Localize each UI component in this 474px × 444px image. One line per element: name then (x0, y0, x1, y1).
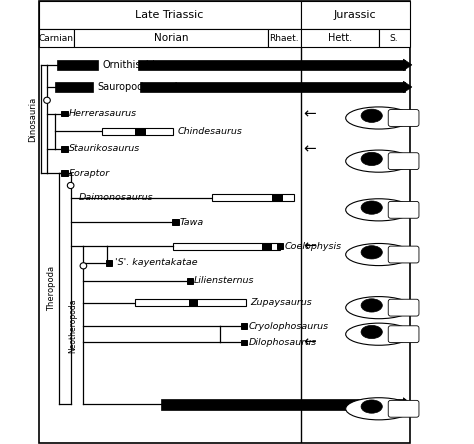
Bar (277, 243, 283, 249)
Bar (161, 399, 405, 410)
Ellipse shape (346, 297, 412, 319)
Bar (241, 340, 247, 345)
Ellipse shape (361, 299, 383, 312)
Bar (138, 60, 405, 70)
Bar (38, 1, 410, 443)
Circle shape (44, 97, 50, 103)
Ellipse shape (361, 109, 383, 123)
Bar (379, 29, 410, 47)
Bar (62, 146, 68, 152)
Bar (187, 278, 193, 284)
Text: Tawa: Tawa (180, 218, 204, 226)
Ellipse shape (346, 243, 412, 266)
Text: Late Triassic: Late Triassic (136, 10, 204, 20)
Ellipse shape (361, 325, 383, 339)
Bar (140, 82, 405, 92)
Text: Zupaysaurus: Zupaysaurus (250, 298, 312, 307)
Text: Dinosauria: Dinosauria (28, 96, 37, 142)
Text: Dilophosaurus: Dilophosaurus (248, 338, 317, 347)
Ellipse shape (346, 398, 412, 420)
Text: Rhaet.: Rhaet. (269, 34, 299, 43)
Text: Sauropodomorpha: Sauropodomorpha (98, 82, 188, 92)
Bar (268, 29, 301, 47)
Bar (212, 194, 294, 201)
Text: ←: ← (303, 106, 316, 121)
Text: Carnian: Carnian (39, 34, 74, 43)
FancyBboxPatch shape (388, 153, 419, 170)
Text: Theropoda: Theropoda (47, 266, 56, 311)
Bar (38, 29, 74, 47)
Text: Coelophysis: Coelophysis (284, 242, 341, 251)
Text: Liliensternus: Liliensternus (194, 276, 255, 285)
Bar (173, 219, 179, 225)
Bar (62, 170, 68, 176)
FancyBboxPatch shape (388, 246, 419, 263)
Text: Ornithischia: Ornithischia (102, 60, 161, 70)
Text: S.: S. (390, 34, 399, 43)
Text: ←: ← (303, 335, 316, 350)
Bar (57, 60, 98, 70)
Text: Chindesaurus: Chindesaurus (178, 127, 243, 136)
Circle shape (80, 263, 87, 269)
Bar (62, 111, 68, 116)
Text: Hett.: Hett. (328, 33, 352, 44)
Bar (102, 128, 173, 135)
Ellipse shape (346, 323, 412, 345)
Text: ←: ← (303, 142, 316, 156)
Bar (38, 1, 301, 29)
Ellipse shape (361, 400, 383, 413)
Text: Daimonosaurus: Daimonosaurus (79, 193, 154, 202)
Text: Jurassic: Jurassic (334, 10, 376, 20)
Ellipse shape (361, 246, 383, 259)
Bar (106, 260, 112, 266)
Text: Staurikosaurus: Staurikosaurus (69, 144, 140, 154)
Bar (241, 323, 247, 329)
Ellipse shape (346, 199, 412, 221)
Text: Cryolophosaurus: Cryolophosaurus (248, 321, 328, 330)
FancyBboxPatch shape (388, 326, 419, 343)
Polygon shape (403, 59, 412, 71)
FancyBboxPatch shape (388, 110, 419, 127)
Text: 'S'. kayentakatae: 'S'. kayentakatae (115, 258, 197, 267)
Bar (173, 243, 280, 250)
Bar (136, 299, 246, 306)
Circle shape (67, 182, 74, 189)
Polygon shape (403, 398, 412, 411)
Ellipse shape (346, 150, 412, 172)
Bar (74, 29, 268, 47)
FancyBboxPatch shape (388, 299, 419, 316)
Text: Eoraptor: Eoraptor (69, 169, 110, 178)
Text: J Ther.: J Ther. (164, 400, 193, 409)
Text: ←: ← (303, 239, 316, 254)
Text: Norian: Norian (154, 33, 188, 44)
Bar (301, 1, 410, 29)
Bar (273, 194, 283, 201)
Text: Neotheropoda: Neotheropoda (69, 298, 78, 353)
FancyBboxPatch shape (388, 400, 419, 417)
Text: Herrerasaurus: Herrerasaurus (69, 109, 137, 118)
Polygon shape (403, 81, 412, 93)
Ellipse shape (361, 152, 383, 166)
Bar (55, 82, 93, 92)
Bar (301, 29, 379, 47)
Bar (262, 243, 272, 250)
Ellipse shape (361, 201, 383, 214)
Bar (136, 128, 146, 135)
Bar (189, 299, 198, 306)
Ellipse shape (346, 107, 412, 129)
FancyBboxPatch shape (388, 202, 419, 218)
